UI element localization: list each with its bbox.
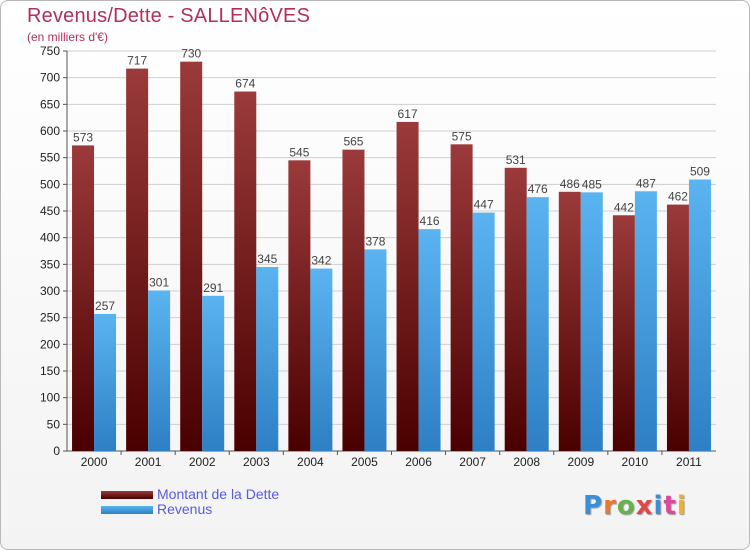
bar-dette-2002 xyxy=(180,61,203,452)
y-tick-label-0: 0 xyxy=(53,444,60,458)
value-label-dette-2011: 462 xyxy=(668,190,688,204)
value-label-revenus-2006: 416 xyxy=(420,214,440,228)
bar-revenus-2006 xyxy=(418,229,441,451)
y-tick-label-750: 750 xyxy=(40,44,60,58)
chart-subtitle: (en milliers d'€) xyxy=(27,30,108,44)
legend-swatch-dette xyxy=(101,491,153,499)
bar-revenus-2005 xyxy=(364,249,387,451)
x-tick-label-2006: 2006 xyxy=(405,455,432,469)
bar-dette-2007 xyxy=(450,144,473,452)
legend-label-dette: Montant de la Dette xyxy=(157,486,280,502)
value-label-revenus-2004: 342 xyxy=(311,254,331,268)
x-tick-label-2009: 2009 xyxy=(567,455,594,469)
value-label-dette-2009: 486 xyxy=(560,177,580,191)
y-tick-label-200: 200 xyxy=(40,337,60,351)
y-tick-label-400: 400 xyxy=(40,231,60,245)
y-tick-label-250: 250 xyxy=(40,311,60,325)
value-label-revenus-2003: 345 xyxy=(257,252,277,266)
value-labels: 573 257 717 301 730 291 674 345 545 342 565 378 617 4… xyxy=(73,47,710,313)
value-label-revenus-2008: 476 xyxy=(528,182,548,196)
y-tick-label-650: 650 xyxy=(40,97,60,111)
bar-revenus-2011 xyxy=(688,179,711,452)
value-label-dette-2006: 617 xyxy=(398,107,418,121)
bar-dette-2005 xyxy=(342,149,365,451)
bar-dette-2010 xyxy=(612,215,635,451)
value-label-dette-2003: 674 xyxy=(235,77,255,91)
value-label-dette-2010: 442 xyxy=(614,200,634,214)
y-tick-label-350: 350 xyxy=(40,257,60,271)
bar-revenus-2000 xyxy=(94,313,117,451)
x-tick-label-2010: 2010 xyxy=(622,455,649,469)
y-tick-label-150: 150 xyxy=(40,364,60,378)
bar-revenus-2009 xyxy=(580,192,603,452)
value-label-revenus-2005: 378 xyxy=(365,234,385,248)
bar-revenus-2004 xyxy=(310,268,333,451)
y-tick-label-300: 300 xyxy=(40,284,60,298)
legend-label-revenus: Revenus xyxy=(157,501,213,517)
bar-revenus-2010 xyxy=(634,191,657,451)
value-label-dette-2007: 575 xyxy=(452,129,472,143)
value-label-revenus-2000: 257 xyxy=(95,299,115,313)
x-tick-label-2003: 2003 xyxy=(243,455,270,469)
bar-revenus-2001 xyxy=(148,290,171,451)
bar-dette-2001 xyxy=(126,68,149,451)
x-tick-label-2002: 2002 xyxy=(189,455,216,469)
value-label-revenus-2011: 509 xyxy=(690,165,710,179)
x-tick-label-2000: 2000 xyxy=(81,455,108,469)
x-tick-label-2001: 2001 xyxy=(135,455,162,469)
bar-revenus-2003 xyxy=(256,267,279,451)
value-label-revenus-2007: 447 xyxy=(474,198,494,212)
y-tick-label-100: 100 xyxy=(40,391,60,405)
y-tick-label-550: 550 xyxy=(40,151,60,165)
y-tick-label-450: 450 xyxy=(40,204,60,218)
x-tick-label-2004: 2004 xyxy=(297,455,324,469)
value-label-dette-2008: 531 xyxy=(506,153,526,167)
x-tick-label-2008: 2008 xyxy=(513,455,540,469)
x-tick-label-2007: 2007 xyxy=(459,455,486,469)
grid-lines xyxy=(67,50,716,425)
chart-title: Revenus/Dette - SALLENôVES xyxy=(27,5,311,27)
y-tick-label-50: 50 xyxy=(47,417,61,431)
value-label-revenus-2002: 291 xyxy=(203,281,223,295)
bar-dette-2008 xyxy=(504,167,527,452)
y-tick-label-600: 600 xyxy=(40,124,60,138)
y-tick-label-500: 500 xyxy=(40,177,60,191)
value-label-dette-2001: 717 xyxy=(127,54,147,68)
value-label-dette-2002: 730 xyxy=(181,47,201,61)
axes: 0 50 100 150 200 250 300 350 400 450 500 550 600 650 7… xyxy=(40,44,716,469)
bar-revenus-2008 xyxy=(526,197,549,451)
proxiti-logo: Proxiti xyxy=(583,491,687,521)
value-label-dette-2005: 565 xyxy=(343,135,363,149)
bar-dette-2009 xyxy=(558,191,581,452)
bar-revenus-2002 xyxy=(202,295,225,451)
bar-revenus-2007 xyxy=(472,212,495,451)
bar-dette-2003 xyxy=(234,91,257,452)
value-label-revenus-2009: 485 xyxy=(582,177,602,191)
bars xyxy=(72,61,711,452)
bar-dette-2000 xyxy=(72,145,95,451)
value-label-dette-2000: 573 xyxy=(73,130,93,144)
bar-dette-2006 xyxy=(396,121,419,451)
bar-dette-2011 xyxy=(666,204,689,451)
value-label-revenus-2001: 301 xyxy=(149,275,169,289)
value-label-revenus-2010: 487 xyxy=(636,176,656,190)
x-tick-label-2011: 2011 xyxy=(676,455,702,469)
legend-swatch-revenus xyxy=(101,506,153,514)
y-tick-label-700: 700 xyxy=(40,71,60,85)
bar-dette-2004 xyxy=(288,160,311,452)
value-label-dette-2004: 545 xyxy=(289,145,309,159)
x-tick-label-2005: 2005 xyxy=(351,455,378,469)
